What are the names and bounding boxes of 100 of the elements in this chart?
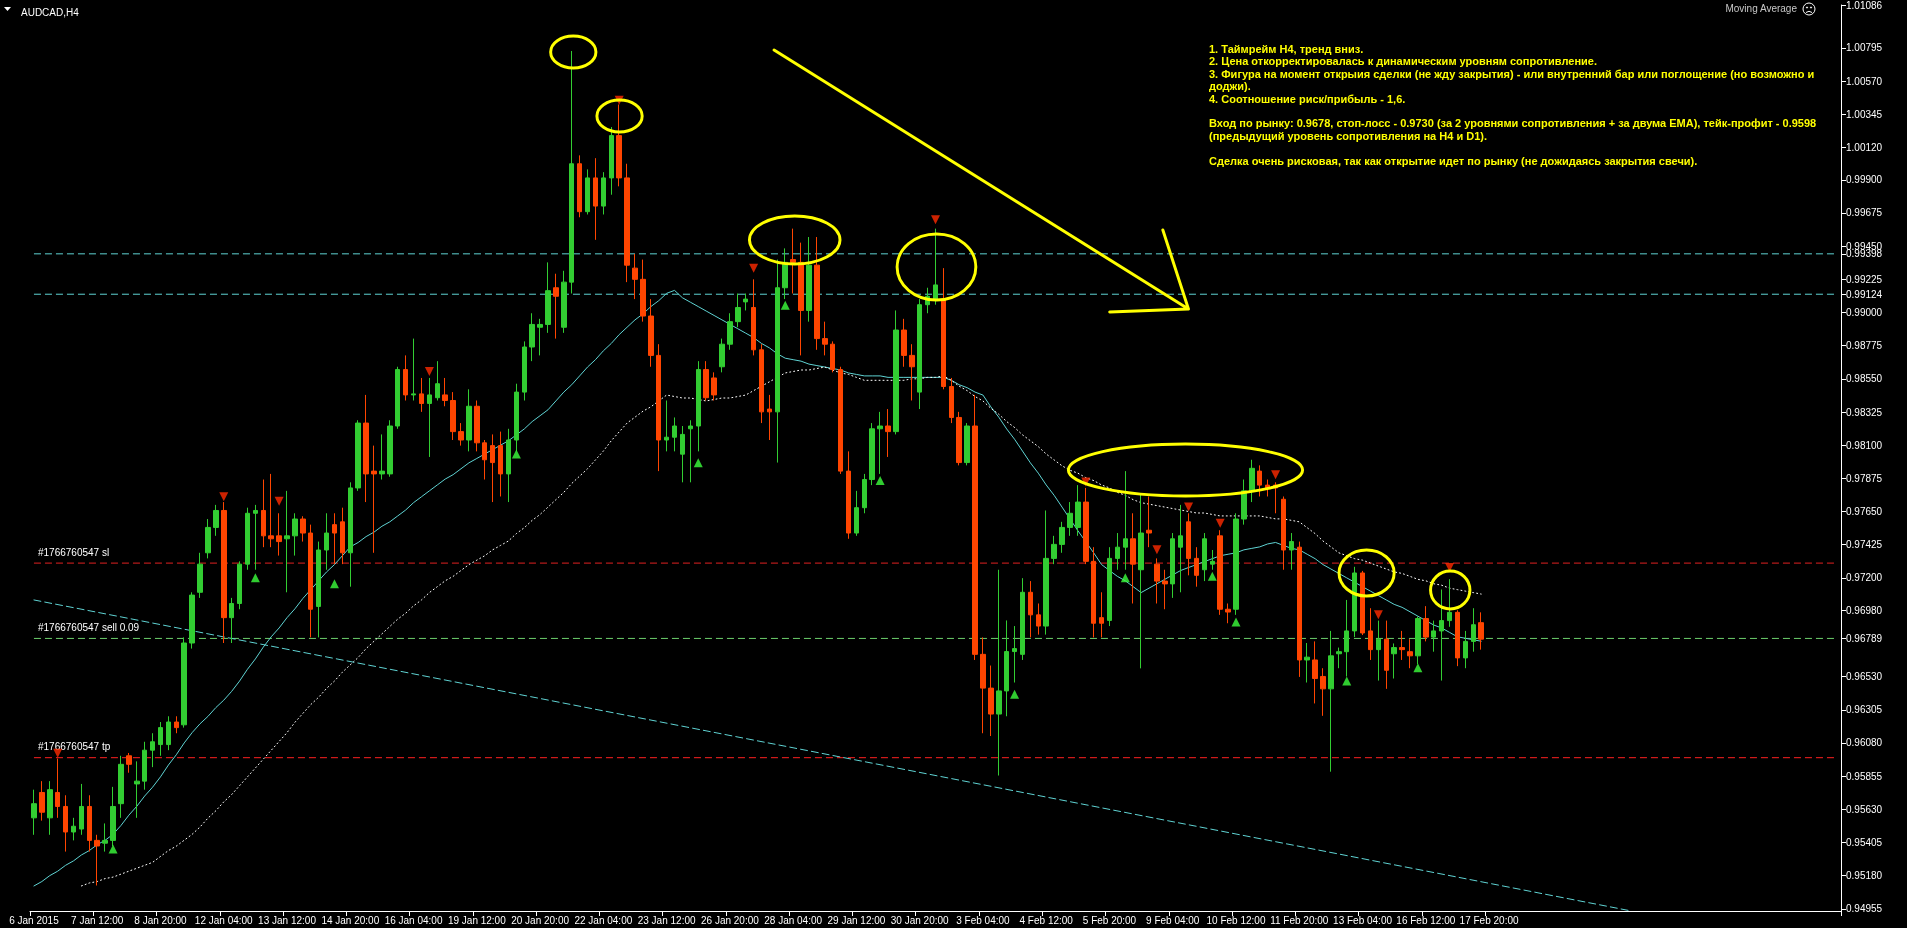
candlestick — [363, 394, 369, 503]
point — [1207, 571, 1217, 581]
y-tick-label: 0.95855 — [1846, 770, 1883, 782]
x-tick-label: 13 Jan 12:00 — [258, 914, 317, 926]
candlestick — [1170, 532, 1175, 599]
candlestick — [300, 515, 306, 543]
y-tick-label: 0.98550 — [1846, 373, 1883, 385]
candlestick — [862, 473, 867, 514]
candlestick — [158, 721, 163, 757]
y-tick-label: 0.96080 — [1846, 737, 1883, 749]
x-tick-label: 13 Feb 04:00 — [1333, 914, 1393, 926]
candlestick — [909, 343, 915, 402]
candlestick — [1376, 620, 1381, 682]
candlestick — [648, 298, 654, 368]
candlestick — [553, 273, 559, 340]
candlestick — [482, 439, 487, 481]
candlestick — [435, 360, 440, 402]
x-tick-label: 23 Jan 12:00 — [637, 914, 696, 926]
candlestick — [174, 715, 179, 734]
y-tick-label: 1.01086 — [1846, 0, 1883, 11]
x-tick-label: 4 Feb 12:00 — [1019, 914, 1074, 926]
candlestick — [1391, 642, 1397, 680]
candlestick — [703, 360, 709, 402]
candlestick — [616, 104, 622, 187]
y-tick-label: 0.99000 — [1846, 307, 1883, 318]
candlestick — [624, 163, 630, 283]
candlestick — [1115, 532, 1120, 571]
candlestick — [980, 636, 986, 734]
candlestick — [1336, 647, 1342, 669]
point — [1231, 617, 1241, 627]
point — [1271, 470, 1281, 480]
candlestick — [221, 501, 227, 644]
candlestick — [87, 794, 92, 853]
y-tick-label: 0.96530 — [1846, 671, 1883, 683]
candlestick — [1099, 591, 1104, 638]
y-tick-label: 0.99675 — [1846, 207, 1883, 219]
candlestick — [79, 783, 84, 836]
candlestick — [569, 50, 574, 294]
y-tick-label: 0.96980 — [1846, 604, 1883, 616]
candlestick — [1471, 607, 1476, 653]
y-tick-label: 0.96305 — [1846, 704, 1883, 716]
candlestick — [466, 388, 472, 452]
candlestick — [522, 340, 527, 402]
y-tick-label: 0.94955 — [1846, 903, 1883, 915]
x-tick-label: 14 Jan 20:00 — [321, 914, 380, 926]
x-tick-label: 11 Feb 20:00 — [1270, 914, 1329, 926]
candlestick — [1075, 484, 1081, 537]
candlestick — [1478, 611, 1484, 651]
x-tick-label: 29 Jan 12:00 — [827, 914, 886, 926]
candlestick — [102, 822, 108, 853]
candlestick — [1352, 566, 1357, 638]
candlestick — [332, 512, 337, 565]
candlestick — [688, 419, 693, 483]
candlestick — [253, 504, 258, 571]
x-tick-label: 8 Jan 20:00 — [134, 914, 188, 926]
candlestick — [387, 419, 393, 478]
x-tick-label: 6 Jan 2015 — [9, 914, 60, 926]
candlestick — [506, 428, 511, 503]
candlestick — [529, 312, 535, 362]
point — [780, 300, 790, 310]
candlestick — [213, 504, 219, 537]
x-tick-label: 28 Jan 04:00 — [764, 914, 823, 926]
candlestick — [893, 309, 899, 435]
candlestick — [759, 343, 764, 424]
candlestick — [1407, 638, 1413, 669]
candlestick — [656, 343, 661, 472]
candlestick — [869, 422, 875, 486]
y-tick-label: 0.95630 — [1846, 803, 1883, 815]
candlestick — [474, 400, 480, 452]
candlestick — [245, 507, 250, 571]
candlestick — [1083, 487, 1089, 565]
candlestick — [822, 321, 828, 356]
candlestick — [450, 391, 456, 441]
candlestick — [1004, 619, 1009, 717]
candlestick — [593, 157, 598, 241]
x-tick-label: 30 Jan 20:00 — [890, 914, 950, 926]
candlestick — [1297, 541, 1302, 678]
x-tick-label: 16 Feb 12:00 — [1396, 914, 1456, 926]
point — [424, 366, 434, 376]
y-tick-label: 0.97875 — [1846, 472, 1883, 484]
candlestick — [735, 292, 741, 328]
candlestick — [1257, 464, 1262, 497]
candlestick — [601, 171, 606, 215]
y-tick-label: 0.99124 — [1846, 288, 1883, 300]
candlestick — [142, 741, 147, 791]
candlestick — [664, 400, 669, 452]
candlestick — [292, 512, 298, 557]
candlestick — [1312, 640, 1318, 704]
y-tick-label: 0.95405 — [1846, 836, 1883, 848]
candlestick — [1020, 577, 1025, 661]
candlestick — [316, 541, 321, 638]
candlestick — [743, 292, 748, 311]
candlestick — [1431, 620, 1436, 653]
candlestick — [885, 408, 891, 458]
candlestick — [1455, 609, 1460, 667]
candlestick — [229, 597, 234, 644]
candlestick — [1138, 493, 1144, 669]
candlestick — [972, 394, 978, 661]
candlestick — [680, 425, 685, 483]
candlestick — [1028, 580, 1033, 638]
